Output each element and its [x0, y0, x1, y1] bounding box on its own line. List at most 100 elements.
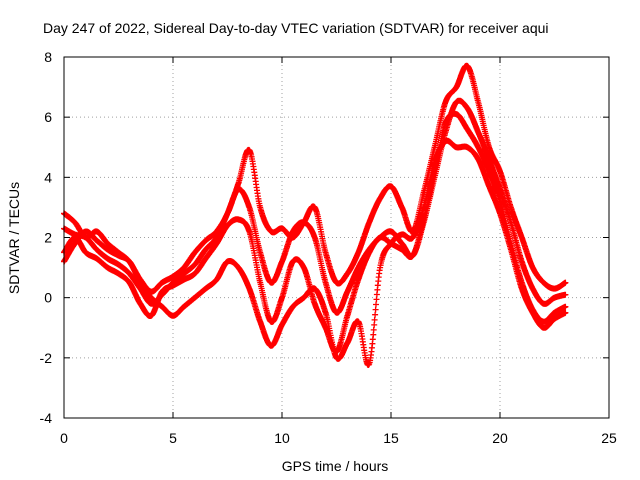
x-axis-label: GPS time / hours [282, 458, 389, 474]
data-point [269, 344, 273, 347]
data-point [150, 314, 153, 317]
data-point [477, 131, 480, 134]
data-point [553, 311, 556, 314]
x-tick-label: 25 [601, 430, 617, 446]
x-tick-label: 5 [169, 430, 177, 446]
data-point [487, 146, 491, 149]
data-point [564, 305, 567, 308]
data-point [411, 254, 414, 257]
data-point [368, 221, 371, 224]
chart-title: Day 247 of 2022, Sidereal Day-to-day VTE… [43, 20, 549, 36]
data-point [160, 281, 164, 284]
data-point [128, 272, 131, 275]
data-point [531, 311, 534, 314]
data-point [291, 230, 295, 233]
data-point [269, 230, 273, 233]
data-point [455, 112, 458, 116]
y-axis-label: SDTVAR / TECUs [6, 182, 22, 294]
y-tick-label: 6 [44, 109, 52, 125]
data-point [542, 326, 545, 329]
data-point [509, 221, 513, 224]
data-point [553, 317, 556, 320]
data-point [160, 305, 164, 308]
data-point [160, 290, 164, 293]
y-tick-label: 8 [44, 49, 52, 65]
data-point [106, 248, 109, 251]
data-point [357, 320, 360, 323]
data-point [335, 311, 338, 314]
data-point [106, 266, 109, 269]
data-point [498, 170, 502, 173]
data-point [193, 296, 196, 299]
data-point [400, 242, 404, 245]
data-point [313, 287, 316, 290]
data-point [564, 293, 567, 296]
data-point [466, 128, 469, 131]
data-point [280, 227, 284, 230]
data-point [509, 206, 513, 209]
data-point [302, 221, 305, 224]
data-point [226, 224, 229, 227]
data-point [422, 206, 425, 209]
data-point [259, 206, 262, 209]
data-point [324, 251, 327, 254]
data-point [389, 242, 393, 245]
data-point [117, 254, 120, 257]
data-point [128, 281, 131, 284]
data-point [378, 266, 382, 269]
data-point [400, 248, 404, 251]
data-point [531, 266, 534, 269]
data-point [553, 296, 556, 299]
x-tick-label: 15 [383, 430, 399, 446]
data-point [477, 100, 480, 104]
data-point [368, 362, 371, 366]
data-layer [61, 62, 569, 368]
data-point [150, 302, 153, 305]
data-point [182, 266, 186, 269]
data-point [498, 212, 502, 215]
data-point [466, 64, 469, 68]
data-point [542, 281, 545, 284]
data-point [357, 266, 360, 269]
x-tick-label: 0 [60, 430, 68, 446]
data-point [150, 290, 153, 293]
y-tick-label: -4 [40, 410, 53, 426]
data-point [237, 188, 240, 191]
data-point [182, 278, 186, 281]
data-point [346, 290, 349, 293]
data-point [357, 251, 360, 254]
data-point [466, 106, 469, 110]
data-point [280, 323, 284, 326]
data-point [150, 296, 153, 299]
data-point [204, 287, 207, 290]
data-point [542, 320, 545, 323]
data-point [389, 185, 393, 188]
data-point [302, 296, 305, 299]
data-point [564, 281, 567, 284]
data-point [346, 272, 349, 275]
data-point [302, 266, 305, 269]
data-point [84, 251, 88, 254]
data-point [73, 221, 77, 224]
data-point [117, 263, 120, 266]
data-point [433, 146, 436, 149]
data-point [542, 302, 545, 305]
y-tick-label: 4 [44, 169, 52, 185]
data-point [324, 326, 327, 329]
data-point [466, 146, 469, 149]
data-point [95, 248, 98, 251]
data-point [411, 236, 414, 239]
data-point [269, 281, 273, 284]
data-point [259, 320, 262, 323]
data-point [520, 260, 523, 263]
data-point [487, 170, 491, 173]
data-point [313, 206, 316, 209]
data-point [280, 260, 284, 263]
data-point [444, 121, 447, 125]
data-point [291, 260, 295, 263]
data-point [106, 242, 109, 245]
data-point [335, 281, 338, 284]
data-point [248, 230, 251, 233]
data-point [84, 236, 88, 239]
